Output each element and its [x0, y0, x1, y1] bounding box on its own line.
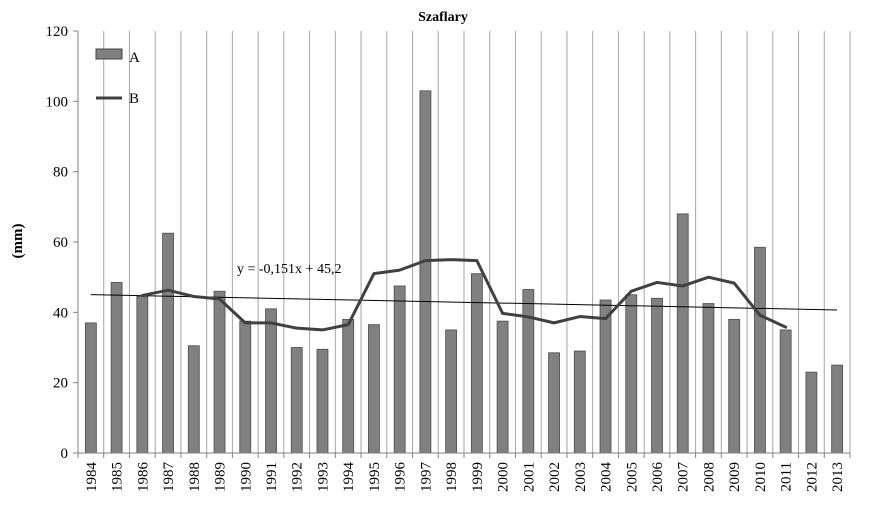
- x-tick-label: 1996: [393, 462, 409, 493]
- x-tick-label: 1992: [290, 462, 306, 492]
- bar: [702, 303, 715, 454]
- x-tick-label: 1990: [238, 462, 254, 492]
- y-tick-label: 20: [53, 376, 68, 392]
- x-tick-label: 2000: [496, 462, 512, 492]
- x-tick-label: 1997: [418, 462, 434, 493]
- grid-lines: [103, 31, 851, 453]
- bar: [599, 299, 612, 454]
- bar: [651, 297, 663, 454]
- x-tick-label: 1999: [470, 462, 486, 492]
- bar: [779, 329, 792, 454]
- x-tick-label: 2007: [676, 462, 692, 493]
- y-tick-label: 40: [53, 305, 68, 321]
- legend-label-a: A: [129, 50, 140, 66]
- x-tick-label: 2011: [779, 462, 795, 491]
- x-tick-labels: 1984 1985 1986 1987 1988 1989 1990 1991 1992 1993…: [84, 462, 846, 493]
- x-tick-label: 1993: [315, 462, 331, 492]
- legend-swatch-a: [95, 48, 123, 60]
- x-tick-label: 2010: [753, 462, 769, 492]
- bar: [110, 282, 123, 454]
- bar: [470, 273, 483, 454]
- chart-title: Szaflary: [418, 10, 468, 25]
- bar: [393, 285, 406, 454]
- bar: [239, 320, 252, 454]
- bar: [445, 329, 458, 454]
- x-tick-label: 2012: [804, 462, 820, 492]
- x-tick-label: 1998: [444, 462, 460, 492]
- bar: [136, 296, 149, 454]
- bar: [342, 318, 355, 454]
- bar: [265, 308, 277, 454]
- x-tick-label: 2009: [727, 462, 743, 492]
- legend: A B: [95, 48, 140, 107]
- bar: [290, 347, 303, 454]
- x-tick-label: 2008: [701, 462, 717, 492]
- x-tick-label: 2006: [650, 462, 666, 493]
- bar: [805, 371, 818, 454]
- bar: [522, 289, 535, 454]
- x-tick-label: 1989: [213, 462, 229, 492]
- bar: [84, 322, 97, 454]
- x-tick-label: 1985: [110, 462, 126, 492]
- x-tick-label: 1988: [187, 462, 203, 492]
- y-tick-label: 80: [53, 165, 68, 181]
- x-tick-label: 1987: [161, 462, 177, 493]
- y-tick-labels: 0 20 40 60 80 100 120: [46, 24, 69, 462]
- trendline-equation: y = -0,151x + 45,2: [237, 262, 341, 277]
- y-tick-label: 60: [53, 235, 68, 251]
- x-tick-label: 2004: [599, 462, 615, 493]
- series-line-b: [140, 258, 788, 332]
- bar: [754, 246, 766, 454]
- y-tick-label: 120: [46, 24, 69, 40]
- x-tick-label: 1994: [341, 462, 357, 493]
- bar: [728, 318, 741, 454]
- y-axis-label: (mm): [10, 224, 26, 259]
- bar: [496, 320, 509, 454]
- axes: [73, 30, 851, 458]
- bar: [573, 350, 586, 454]
- bar: [213, 290, 226, 454]
- y-tick-label: 100: [46, 94, 69, 110]
- x-tick-label: 2001: [521, 462, 537, 492]
- bar: [625, 294, 638, 454]
- legend-label-b: B: [129, 91, 139, 107]
- x-tick-label: 2003: [573, 462, 589, 492]
- line-series: [140, 258, 788, 332]
- x-tick-label: 2013: [830, 462, 846, 492]
- x-tick-label: 1991: [264, 462, 280, 492]
- x-tick-label: 2005: [624, 462, 640, 492]
- bar: [187, 345, 200, 454]
- bar: [162, 232, 174, 454]
- x-tick-label: 1995: [367, 462, 383, 492]
- bar: [419, 90, 432, 454]
- bar: [831, 364, 844, 454]
- bar: [368, 324, 380, 454]
- x-tick-label: 2002: [547, 462, 563, 492]
- x-tick-label: 1984: [84, 462, 100, 493]
- bar: [548, 352, 560, 454]
- x-tick-label: 1986: [135, 462, 151, 493]
- bar: [316, 348, 329, 454]
- bar: [676, 213, 689, 454]
- y-tick-label: 0: [61, 446, 69, 462]
